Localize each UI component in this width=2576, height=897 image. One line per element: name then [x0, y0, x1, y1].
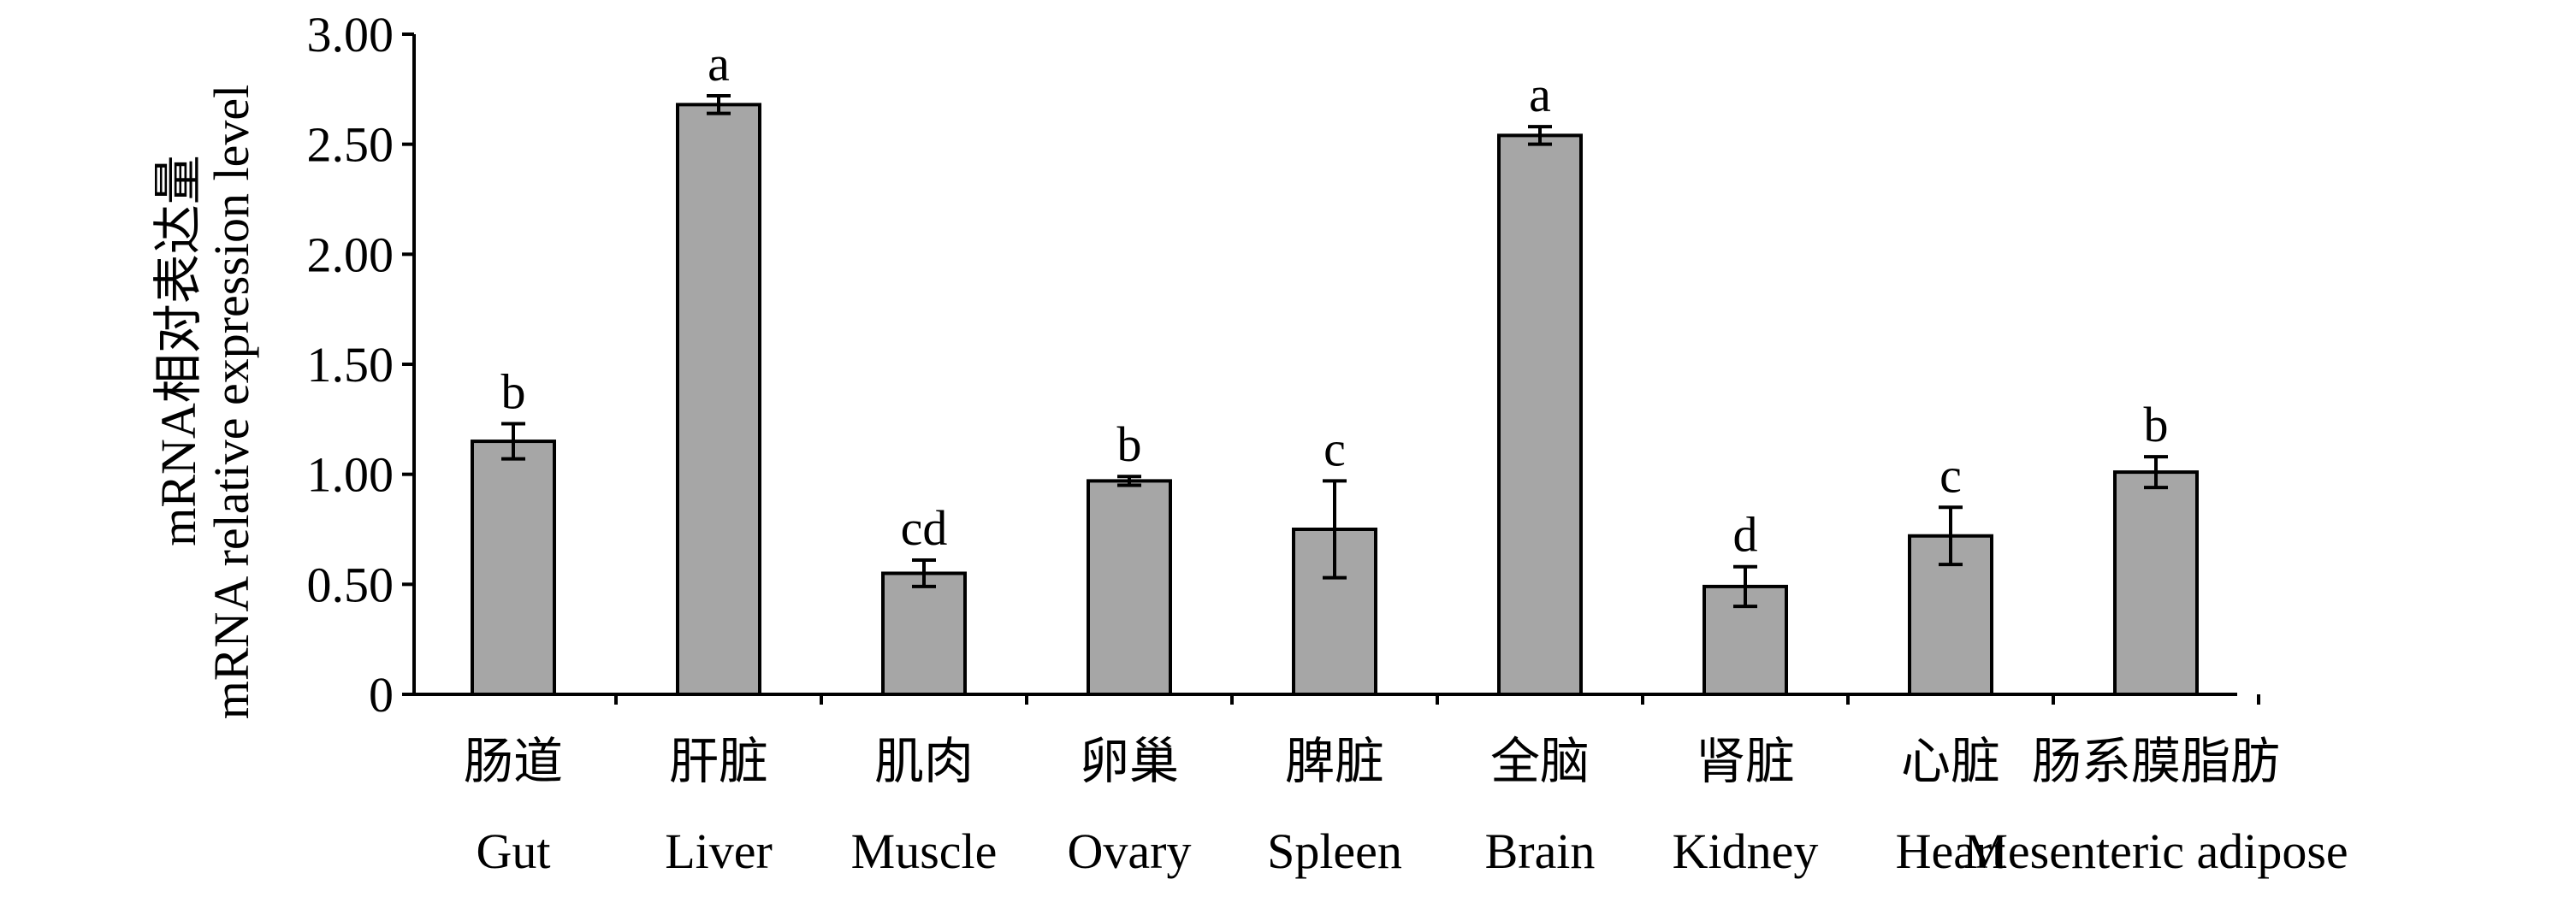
error-bars [501, 94, 2168, 609]
significance-label: a [708, 36, 730, 91]
bar [1087, 479, 1172, 696]
category-label-chinese: 肠道 [464, 734, 563, 789]
y-tick-label: 2.00 [307, 227, 394, 282]
significance-labels: b a cd b c a d c b [501, 36, 2169, 563]
category-label-chinese: 肝脏 [669, 734, 768, 789]
category-label-english: Muscle [851, 823, 998, 879]
category-label-chinese: 全脑 [1490, 734, 1590, 789]
category-label-english: Brain [1485, 823, 1596, 879]
significance-label: c [1324, 421, 1346, 476]
category-label-english: Kidney [1673, 823, 1819, 879]
y-axis-label: mRNA相对表达量 mRNA relative expression level [151, 85, 259, 720]
category-label-chinese: 脾脏 [1285, 734, 1384, 789]
y-tick-label: 0 [369, 667, 394, 723]
bar [676, 103, 761, 696]
y-axis-label-chinese: mRNA相对表达量 [151, 155, 206, 546]
y-tick-label: 0.50 [307, 557, 394, 612]
y-tick-label: 1.50 [307, 337, 394, 392]
bar [2113, 470, 2199, 696]
category-label-chinese: 肾脏 [1696, 734, 1795, 789]
significance-label: c [1939, 447, 1962, 503]
category-label-english: Heart [1896, 823, 2006, 879]
category-label-chinese: 肌肉 [874, 734, 974, 789]
category-label-chinese: 肠系膜脂肪 [2032, 734, 2280, 789]
y-tick-label: 3.00 [307, 7, 394, 62]
significance-label: b [1117, 416, 1142, 472]
category-label-chinese: 心脏 [1901, 734, 2000, 789]
category-label-english: Spleen [1267, 823, 1402, 879]
significance-label: b [2144, 397, 2169, 452]
category-label-chinese: 卵巢 [1080, 734, 1179, 789]
bar [471, 440, 556, 696]
category-label-english: Ovary [1068, 823, 1192, 879]
category-label-english: Liver [665, 823, 773, 879]
significance-label: cd [901, 500, 948, 556]
y-axis-label-english: mRNA relative expression level [204, 85, 259, 720]
bars [471, 103, 2199, 697]
bar [1497, 133, 1583, 696]
bar [881, 571, 967, 697]
significance-label: a [1529, 67, 1551, 122]
significance-label: b [501, 363, 526, 419]
y-tick-label: 1.00 [307, 447, 394, 503]
category-labels: 肠道 Gut 肝脏 Liver 肌肉 Muscle 卵巢 Ovary 脾脏 Spleen 全脑 Bra… [464, 734, 2348, 879]
y-axis: 0 0.50 1.00 1.50 2.00 2.50 3.00 [307, 7, 416, 723]
significance-label: d [1733, 507, 1758, 563]
category-label-english: Gut [477, 823, 551, 879]
y-tick-label: 2.50 [307, 117, 394, 173]
category-label-english: Mesenteric adipose [1963, 823, 2348, 879]
